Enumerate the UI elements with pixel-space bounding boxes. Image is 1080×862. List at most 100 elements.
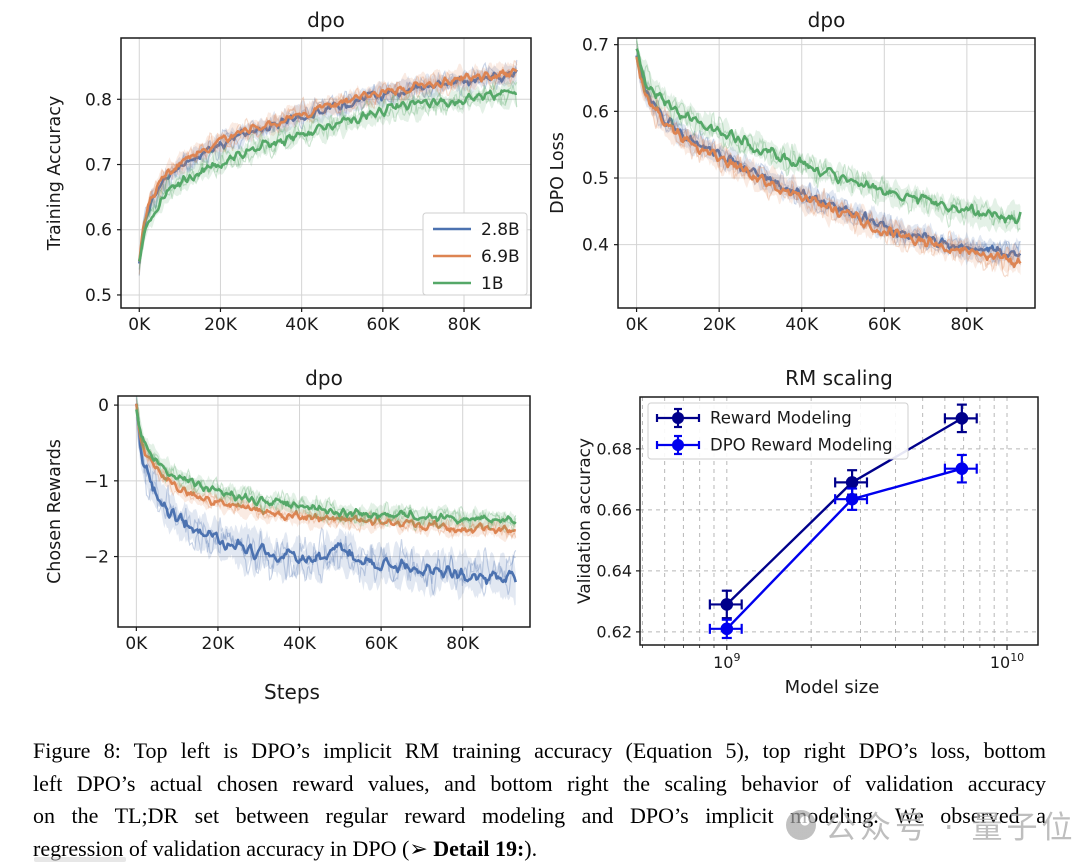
dpo-training-accuracy-x-axis: 0K 20K 40K 60K 80K xyxy=(128,308,481,335)
dpo-loss-trace-6.9B-1 xyxy=(636,58,1022,271)
svg-text:0.7: 0.7 xyxy=(85,156,112,176)
caption-line-2: left DPO’s actual chosen reward values, … xyxy=(33,770,1046,796)
dpo-loss-ylabel: DPO Loss xyxy=(548,132,568,214)
dpo-training-accuracy-y-axis: 0.5 0.6 0.7 0.8 xyxy=(85,90,121,306)
dpo-chosen-rewards-line-1B xyxy=(135,409,517,525)
svg-text:−1: −1 xyxy=(84,472,109,492)
svg-text:0: 0 xyxy=(98,396,109,416)
svg-text:−2: −2 xyxy=(84,548,109,568)
dpo-loss-y-axis: 0.4 0.5 0.6 0.7 xyxy=(582,36,618,256)
svg-text:109: 109 xyxy=(713,651,740,672)
rm-scaling-axes-spines xyxy=(639,396,1039,646)
dpo-chosen-rewards-band-1B xyxy=(136,397,516,533)
svg-text:0.6: 0.6 xyxy=(582,102,609,122)
svg-text:0K: 0K xyxy=(626,315,649,335)
caption-line-1: Figure 8: Top left is DPO’s implicit RM … xyxy=(33,738,1046,763)
dpo-loss-title: dpo xyxy=(808,8,846,32)
dpo-loss-trace-1B-1 xyxy=(636,38,1021,233)
dpo-chosen-rewards-ylabel: Chosen Rewards xyxy=(45,439,65,584)
svg-text:20K: 20K xyxy=(202,634,236,654)
caption-line-4: regression of validation accuracy in DPO… xyxy=(33,833,1046,862)
dpo-loss-trace-1B-2 xyxy=(636,40,1021,230)
cropped-next-line-fragment xyxy=(34,857,126,862)
dpo-training-accuracy-line-2.8B xyxy=(138,69,518,264)
chart-dpo-loss: 0K 20K 40K 60K 80K 0.4 0.5 0.6 0.7 dpo DPO Loss xyxy=(548,8,1036,335)
svg-text:1010: 1010 xyxy=(990,651,1024,672)
svg-text:0K: 0K xyxy=(125,634,148,654)
rm-scaling-xlabel: Model size xyxy=(785,677,880,698)
figure-caption: Figure 8: Top left is DPO’s implicit RM … xyxy=(33,735,1046,862)
dpo-loss-axes-spines xyxy=(617,37,1036,309)
dpo-loss-x-axis: 0K 20K 40K 60K 80K xyxy=(626,308,984,335)
svg-text:0.6: 0.6 xyxy=(85,221,112,241)
dpo-chosen-rewards-line-6.9B xyxy=(135,403,517,535)
rm-scaling-legend: Reward Modeling DPO Reward Modeling xyxy=(647,402,909,460)
dpo-training-accuracy-line-1B xyxy=(138,89,518,262)
svg-text:2.8B: 2.8B xyxy=(481,220,520,240)
svg-text:60K: 60K xyxy=(365,634,399,654)
svg-text:80K: 80K xyxy=(950,315,984,335)
dpo-loss-trace-2.8B-2 xyxy=(636,53,1021,265)
svg-text:Reward Modeling: Reward Modeling xyxy=(710,409,852,428)
svg-text:40K: 40K xyxy=(283,634,317,654)
svg-text:0.62: 0.62 xyxy=(596,622,632,641)
figure-8-plots: 2.8B 6.9B 1B 0K 20K 40K 60K 80K 0.5 0.6 0.7 0.8 dpo T… xyxy=(45,8,1039,704)
dpo-training-accuracy-line-6.9B xyxy=(138,67,518,262)
rm-scaling-series-reward-modeling xyxy=(708,403,978,620)
svg-text:80K: 80K xyxy=(448,315,482,335)
dpo-loss-grid xyxy=(618,38,1035,308)
dpo-chosen-rewards-y-axis: 0 −1 −2 xyxy=(84,396,118,568)
dpo-chosen-rewards-trace-2.8B-2 xyxy=(135,397,517,598)
caption-line-4-pre: regression of validation accuracy in DPO… xyxy=(33,835,434,861)
caption-detail-ref: Detail 19: xyxy=(433,835,525,861)
dpo-loss-line-1B xyxy=(635,48,1022,225)
dpo-chosen-rewards-xlabel: Steps xyxy=(264,680,320,704)
svg-text:20K: 20K xyxy=(703,315,737,335)
svg-text:0.66: 0.66 xyxy=(596,500,632,519)
dpo-chosen-rewards-x-axis: 0K 20K 40K 60K 80K xyxy=(125,627,480,654)
dpo-training-accuracy-band-1B xyxy=(139,79,517,278)
dpo-loss-trace-2.8B-1 xyxy=(636,58,1021,264)
chart-dpo-chosen-rewards: 0K 20K 40K 60K 80K 0 −1 −2 dpo Chosen Rewards Step… xyxy=(45,366,531,704)
svg-text:40K: 40K xyxy=(785,315,819,335)
svg-text:0.64: 0.64 xyxy=(596,561,632,580)
svg-text:40K: 40K xyxy=(285,315,319,335)
svg-text:0.4: 0.4 xyxy=(582,236,609,256)
svg-text:60K: 60K xyxy=(868,315,902,335)
dpo-loss-line-6.9B xyxy=(635,56,1022,269)
dpo-training-accuracy-ylabel: Training Accuracy xyxy=(45,96,65,252)
dpo-chosen-rewards-axes-spines xyxy=(117,395,531,628)
svg-text:0.7: 0.7 xyxy=(582,36,609,56)
svg-text:60K: 60K xyxy=(366,315,400,335)
dpo-chosen-rewards-trace-2.8B-1 xyxy=(135,417,516,595)
svg-text:0.8: 0.8 xyxy=(85,90,112,110)
dpo-loss-band-6.9B xyxy=(636,40,1021,276)
dpo-chosen-rewards-line-2.8B xyxy=(135,403,517,585)
dpo-chosen-rewards-title: dpo xyxy=(305,366,343,390)
caption-line-4-post: ). xyxy=(524,835,538,861)
rm-scaling-ylabel: Validation accuracy xyxy=(575,438,595,604)
svg-text:DPO Reward Modeling: DPO Reward Modeling xyxy=(710,436,893,455)
dpo-training-accuracy-title: dpo xyxy=(307,8,345,32)
dpo-chosen-rewards-trace-6.9B-2 xyxy=(135,399,517,540)
dpo-training-accuracy-axes-spines xyxy=(120,37,532,309)
chart-dpo-training-accuracy: 2.8B 6.9B 1B 0K 20K 40K 60K 80K 0.5 0.6 0.7 0.8 dpo T… xyxy=(45,8,532,335)
caption-line-3: on the TL;DR set between regular reward … xyxy=(33,803,1046,829)
rm-scaling-series-dpo-reward-modeling xyxy=(708,453,978,640)
rm-scaling-title: RM scaling xyxy=(785,366,893,390)
dpo-training-accuracy-grid xyxy=(121,38,531,308)
svg-text:20K: 20K xyxy=(204,315,238,335)
rm-scaling-x-axis: 109 1010 xyxy=(642,645,1024,672)
svg-text:1B: 1B xyxy=(481,274,503,294)
svg-text:0.5: 0.5 xyxy=(85,286,112,306)
svg-text:80K: 80K xyxy=(446,634,480,654)
svg-text:0.68: 0.68 xyxy=(596,439,632,458)
dpo-training-accuracy-legend: 2.8B 6.9B 1B xyxy=(422,212,528,296)
svg-text:6.9B: 6.9B xyxy=(481,247,520,267)
dpo-chosen-rewards-band-2.8B xyxy=(136,396,516,606)
svg-text:0K: 0K xyxy=(128,315,151,335)
rm-scaling-y-axis: 0.62 0.64 0.66 0.68 xyxy=(596,439,640,641)
svg-text:0.5: 0.5 xyxy=(582,169,609,189)
